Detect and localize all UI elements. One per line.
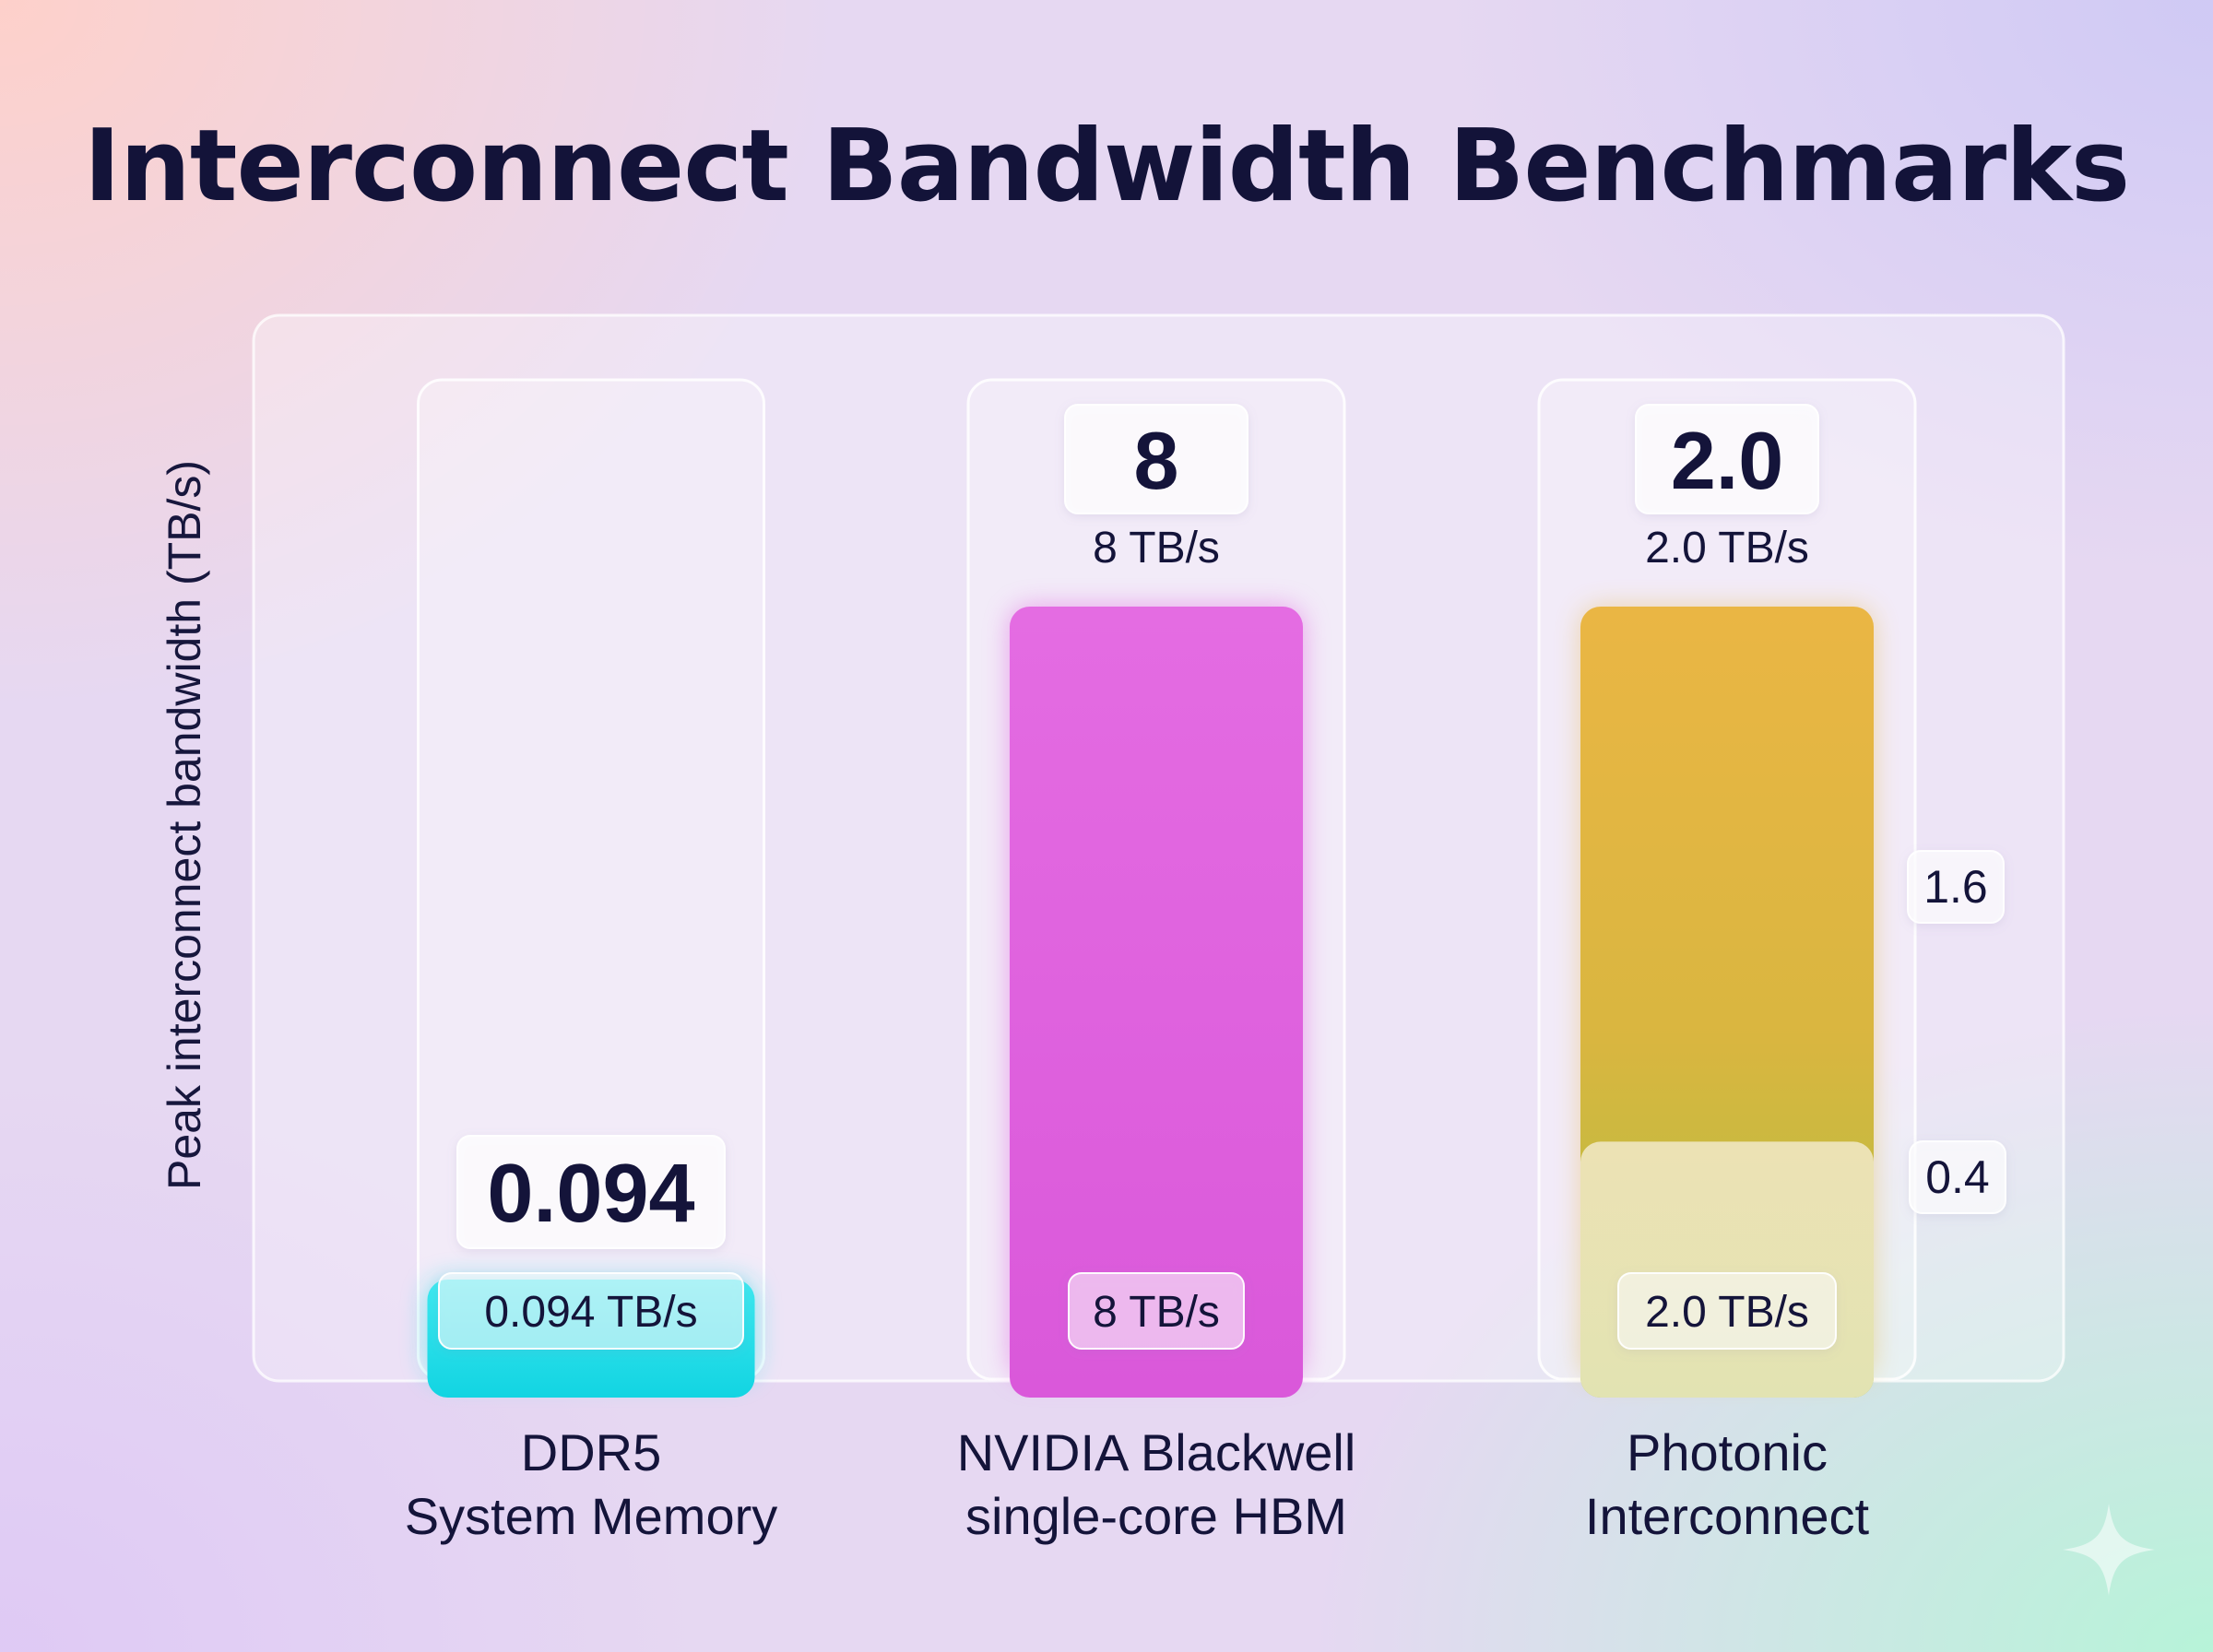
bar-base-label: 2.0 TB/s [1645, 1288, 1809, 1337]
value-badge [1635, 404, 1819, 514]
category-label: DDR5 [521, 1423, 661, 1481]
value-badge [456, 1135, 726, 1249]
category-label: System Memory [405, 1487, 778, 1545]
value-badge-text: 2.0 [1671, 415, 1783, 506]
bar-top-label: 8 TB/s [1093, 524, 1220, 572]
category-label: Interconnect [1585, 1487, 1870, 1545]
value-badge [1064, 404, 1249, 514]
bar-base-label-box [1617, 1272, 1837, 1350]
bar-base-label-box [1068, 1272, 1245, 1350]
bar [1010, 607, 1303, 1398]
chart-title: Interconnect Bandwidth Benchmarks [83, 109, 2130, 224]
segment-label-box [1909, 1140, 2006, 1214]
value-badge-text: 8 [1134, 415, 1179, 506]
category-label: Photonic [1627, 1423, 1828, 1481]
category-label: NVIDIA Blackwell [957, 1423, 1356, 1481]
y-axis-label: Peak interconnect bandwidth (TB/s) [159, 460, 210, 1190]
value-badge-text: 0.094 [487, 1148, 694, 1240]
segment-label: 1.6 [1923, 861, 1988, 913]
bar-base-label: 0.094 TB/s [484, 1288, 697, 1337]
segment-label: 0.4 [1925, 1151, 1990, 1203]
sparkle-icon [2063, 1504, 2155, 1596]
segment-label-box [1907, 850, 2005, 924]
category-label: single-core HBM [965, 1487, 1347, 1545]
bar-segment-lower [1580, 1141, 1874, 1398]
bar-top-label: 2.0 TB/s [1645, 524, 1809, 572]
bar-base-label: 8 TB/s [1093, 1288, 1220, 1337]
bar-base-label-box [438, 1272, 744, 1350]
